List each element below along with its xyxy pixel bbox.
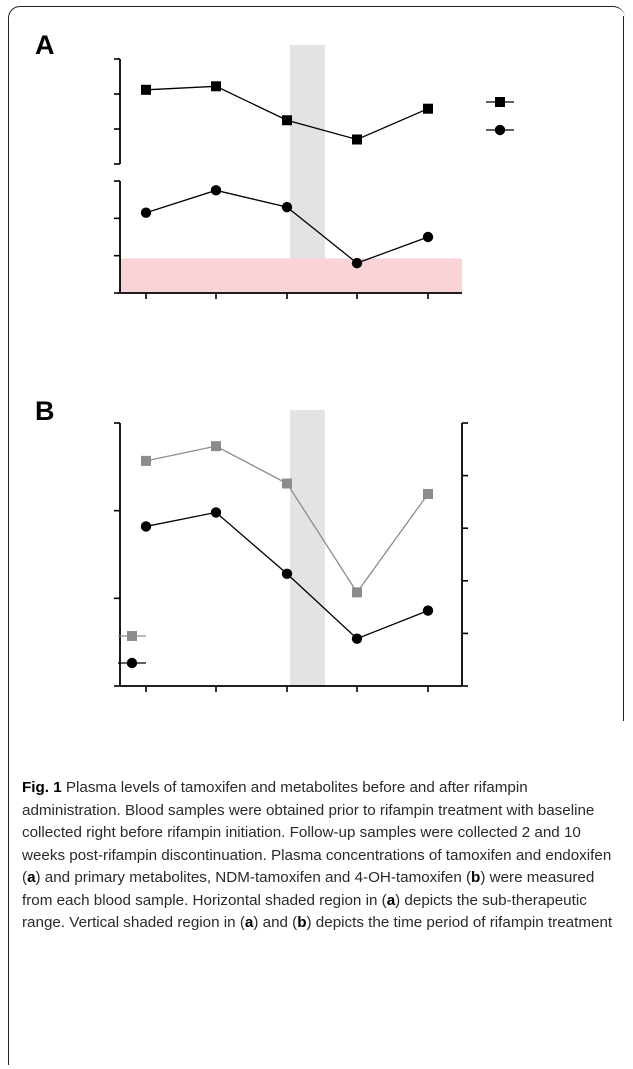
panel-a-letter: A [35,30,55,60]
caption-text-3: ) were measured from each blood sample. … [22,869,595,909]
panel-a-subtherapeutic-shade [120,258,462,293]
panel-a-rifampin-period-shade [290,45,325,293]
panel-a-tamoxifen-point [141,84,151,95]
caption-text-2: ) and primary metabolites, NDM-tamoxifen… [35,869,472,886]
panel-b-4-oh-tam-point [210,507,222,518]
caption-text-6: ) depicts the time period of rifampin tr… [306,914,613,931]
panel-b-legend-marker [126,657,138,669]
panel-b-ndm-tam-point [423,489,433,500]
panel-b-legend-marker [127,631,137,641]
caption-text-1: Plasma levels of tamoxifen and metabolit… [22,779,612,886]
caption-ref-b-1: b [471,869,481,886]
panel-a-endoxifen-point [351,257,363,269]
caption-text-5: ) and ( [253,914,298,931]
caption-ref-a-1: a [27,869,36,886]
caption-fig-label: Fig. 1 [22,779,62,796]
panel-b-4-oh-tam-point [351,633,363,644]
panel-b-4-oh-tam-point [422,605,434,616]
panel-b-ndm-tam-point [282,478,292,489]
panel-a-tamoxifen-point [352,134,362,145]
panel-a-tamoxifen-line [145,85,429,141]
caption-ref-a-3: a [244,914,254,931]
panel-b-4-oh-tam-point [281,568,293,579]
panel-a-tamoxifen-point [211,81,221,92]
figure-frame [8,6,625,1065]
panel-b-ndm-tam-point [352,587,362,598]
figure-frame-right-edge [623,16,624,721]
panel-b-rifampin-period-shade [290,410,325,686]
figure-svg: AB [35,30,514,692]
panel-a-legend-marker [494,124,506,136]
panel-a-endoxifen-point [422,231,434,243]
panel-a-endoxifen-point [140,207,152,218]
caption-ref-b-2: b [297,914,307,931]
panel-b-ndm-tam-point [141,455,151,466]
caption-text-4: ) depicts the sub-therapeutic range. Ver… [22,891,587,932]
panel-a-endoxifen-point [281,201,293,213]
panel-b-letter: B [35,396,55,426]
panel-b-ndm-tam-point [211,441,221,452]
panel-b-4-oh-tam-point [140,521,152,532]
panel-a-endoxifen-line [145,189,429,264]
figure-caption: Fig. 1 Plasma levels of tamoxifen and me… [22,777,620,935]
panel-a-endoxifen-point [210,185,222,196]
caption-ref-a-2: a [386,891,396,909]
panel-a-legend-marker [495,97,505,107]
panel-a-tamoxifen-point [423,103,433,114]
panel-a-tamoxifen-point [282,115,292,126]
